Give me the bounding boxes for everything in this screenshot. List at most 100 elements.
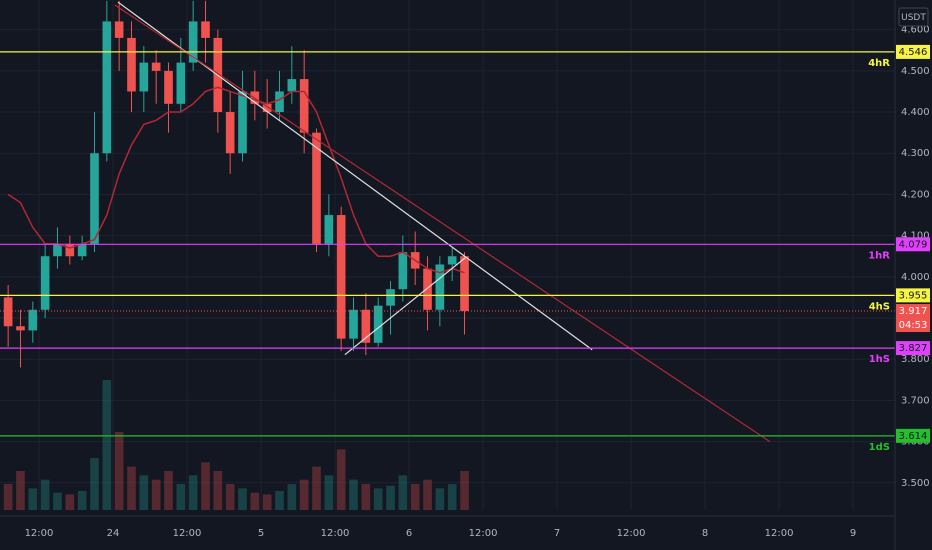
level-tag: [896, 44, 930, 59]
volume-bar: [40, 479, 50, 510]
volume-bar: [373, 488, 383, 510]
volume-bar: [90, 458, 99, 510]
candle-body: [299, 79, 309, 133]
y-tick-label: 3.800: [901, 354, 930, 365]
last-price-tag: [896, 304, 930, 333]
level-name: 4hS: [869, 301, 890, 312]
candle-body: [53, 243, 62, 257]
volume-bar: [398, 475, 408, 510]
candle-body: [114, 21, 124, 38]
last-price: 3.917: [899, 306, 928, 317]
volume-bar: [53, 492, 62, 510]
candle-body: [77, 243, 87, 257]
level-tag: [896, 341, 930, 356]
candle-body: [16, 326, 25, 331]
candle-body: [90, 153, 99, 244]
volume-bar: [77, 490, 87, 510]
volume-bar: [447, 484, 457, 510]
volume-bar: [386, 485, 395, 510]
x-tick-label: 9: [850, 528, 856, 539]
volume-bar: [460, 471, 469, 510]
level-name: 1dS: [869, 442, 890, 453]
volume-bar: [176, 484, 186, 510]
volume-bar: [188, 475, 198, 510]
level-name: 4hR: [868, 58, 890, 69]
volume-bar: [312, 466, 321, 510]
volume-bar: [201, 462, 210, 510]
x-tick-label: 12:00: [173, 528, 202, 539]
level-value: 3.827: [899, 343, 928, 354]
candle-body: [238, 91, 247, 154]
volume-bar: [349, 479, 358, 510]
volume-bar: [238, 488, 247, 510]
level-name: 1hS: [869, 354, 890, 365]
candle-body: [201, 21, 210, 38]
level-value: 3.955: [899, 290, 928, 301]
x-tick-label: 12:00: [25, 528, 54, 539]
candle-body: [349, 309, 358, 339]
volume-bar: [287, 484, 297, 510]
x-tick-label: 12:00: [469, 528, 498, 539]
candle-body: [164, 70, 173, 104]
volume-bar: [139, 475, 149, 510]
x-tick-label: 12:00: [617, 528, 646, 539]
volume-bar: [250, 492, 260, 510]
level-tag: [896, 237, 930, 252]
volume-bar: [410, 484, 420, 510]
y-tick-label: 4.000: [901, 272, 930, 283]
candle-body: [28, 309, 38, 331]
candle-body: [361, 309, 371, 343]
y-tick-label: 4.300: [901, 148, 930, 159]
candle-body: [336, 215, 346, 339]
candle-body: [3, 297, 13, 327]
volume-bar: [324, 475, 334, 510]
x-tick-label: 24: [107, 528, 120, 539]
y-tick-label: 3.500: [901, 478, 930, 489]
currency: USDT: [901, 13, 926, 23]
y-tick-label: 4.100: [901, 231, 930, 242]
volume-bar: [164, 471, 173, 510]
volume-bar: [423, 479, 432, 510]
candle-body: [312, 132, 321, 244]
x-tick-label: 5: [258, 528, 264, 539]
candle-body: [398, 252, 408, 290]
candle-body: [151, 62, 161, 71]
candle-body: [40, 256, 50, 310]
candle-body: [102, 21, 112, 154]
level-value: 3.614: [899, 431, 928, 442]
y-tick-label: 4.200: [901, 189, 930, 200]
x-tick-label: 8: [702, 528, 708, 539]
volume-bar: [275, 490, 284, 510]
volume-bar: [225, 484, 235, 510]
volume-bar: [435, 488, 445, 510]
candle-body: [225, 112, 235, 154]
volume-bar: [114, 432, 124, 510]
level-tag: [896, 288, 930, 303]
currency-box[interactable]: [898, 7, 929, 27]
candle-body: [188, 21, 198, 63]
volume-bar: [3, 484, 13, 510]
volume-bar: [151, 479, 161, 510]
candle-body: [435, 264, 445, 310]
candle-body: [373, 305, 383, 343]
candle-body: [65, 243, 75, 257]
volume-bar: [16, 471, 25, 510]
candle-body: [324, 215, 334, 244]
level-name: 1hR: [868, 250, 890, 261]
candle-body: [176, 62, 186, 104]
volume-bar: [336, 449, 346, 510]
volume-bar: [127, 466, 136, 510]
y-tick-label: 4.600: [901, 25, 930, 36]
volume-bar: [28, 488, 38, 510]
candle-body: [386, 289, 395, 306]
candle-body: [139, 62, 149, 92]
x-tick-label: 7: [554, 528, 560, 539]
level-tag: [896, 428, 930, 443]
countdown: 04:53: [899, 320, 928, 331]
y-tick-label: 3.700: [901, 395, 930, 406]
x-tick-label: 12:00: [765, 528, 794, 539]
candle-body: [423, 268, 432, 310]
x-tick-label: 6: [406, 528, 412, 539]
candle-body: [447, 256, 457, 265]
